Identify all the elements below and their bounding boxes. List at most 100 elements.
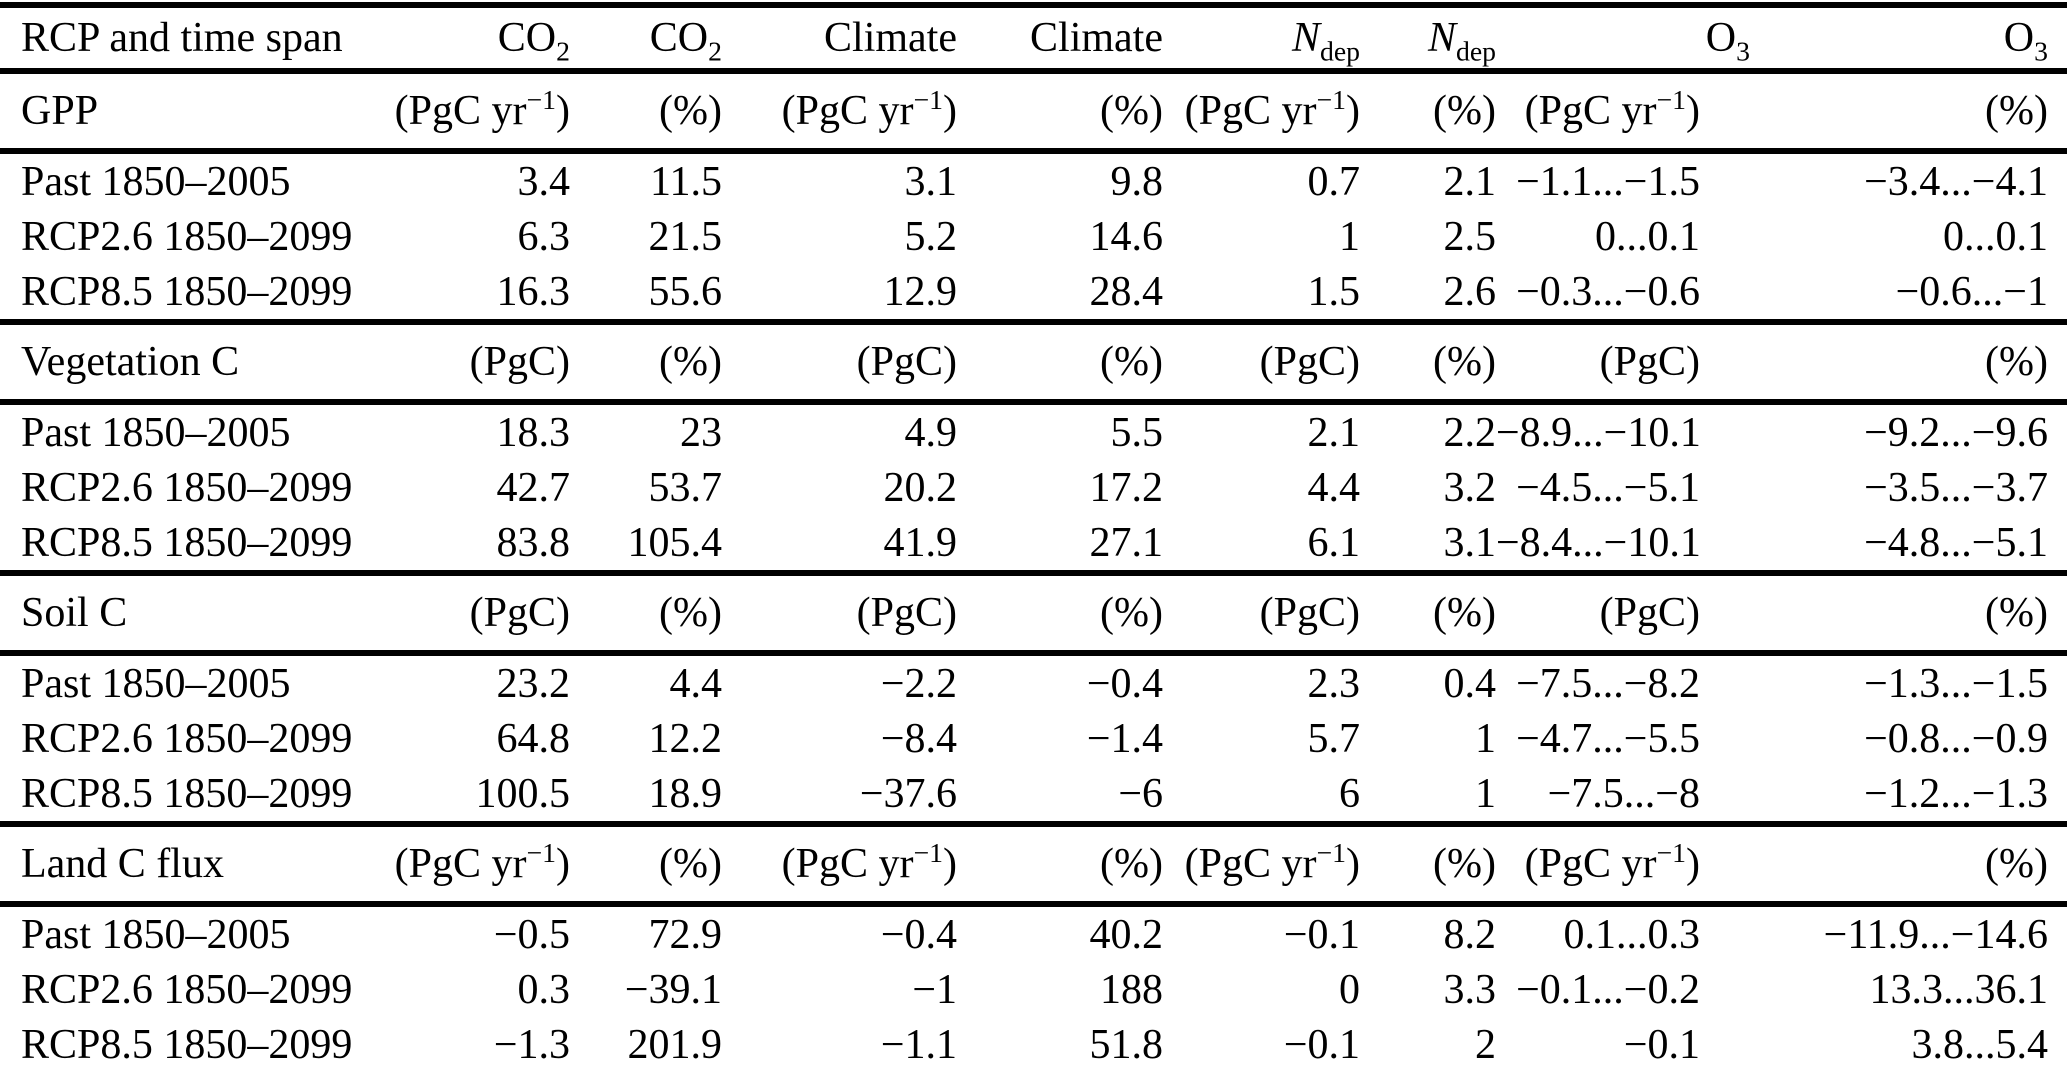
value-cell: 105.4 — [570, 515, 722, 576]
unit-cell: (PgC) — [360, 322, 570, 405]
row-label: RCP2.6 1850–2099 — [21, 464, 353, 511]
section-label: Land C flux — [0, 824, 360, 907]
value-cell: 0.7 — [1307, 158, 1361, 205]
column-header-o3-pct: O3 — [1700, 5, 2067, 74]
row-label: RCP8.5 1850–2099 — [0, 766, 360, 827]
unit-cell: (%) — [1700, 322, 2067, 405]
value-cell: 28.4 — [957, 264, 1163, 325]
row-label: Past 1850–2005 — [21, 660, 291, 707]
unit-row: GPP (PgC yr−1) (%) (PgC yr−1) (%) (PgC y… — [0, 71, 2067, 154]
row-label: Past 1850–2005 — [21, 409, 291, 456]
value-cell: −2.2 — [880, 660, 957, 707]
value-cell: −0.1 — [1163, 1017, 1360, 1071]
value-cell: 18.3 — [496, 409, 571, 456]
value-cell: 2.5 — [1443, 213, 1497, 260]
value-cell: 201.9 — [570, 1017, 722, 1071]
value-cell: 1 — [1475, 715, 1496, 762]
data-row: RCP8.5 1850–2099 16.3 55.6 12.9 28.4 1.5… — [0, 264, 2067, 325]
unit-cell: (PgC yr−1) — [722, 71, 957, 154]
data-row: Past 1850–2005 23.2 4.4 −2.2 −0.4 2.3 0.… — [0, 653, 2067, 711]
value-cell: 64.8 — [496, 715, 571, 762]
value-cell: 40.2 — [1089, 911, 1164, 958]
value-cell: 4.4 — [1307, 464, 1361, 511]
section-label: GPP — [0, 71, 360, 154]
column-header-rcp-timespan: RCP and time span — [0, 5, 360, 74]
table-header-row: RCP and time span CO2 CO2 Climate Climat… — [0, 5, 2067, 74]
column-header-climate-pct: Climate — [957, 5, 1163, 74]
unit-cell: (%) — [957, 824, 1163, 907]
value-cell: −1.4 — [1086, 715, 1163, 762]
value-cell: −3.5...−3.7 — [1864, 464, 2048, 511]
value-cell: 8.2 — [1443, 911, 1497, 958]
value-cell: −1.3 — [360, 1017, 570, 1071]
unit-cell: (%) — [570, 824, 722, 907]
table-header: RCP and time span CO2 CO2 Climate Climat… — [0, 5, 2067, 74]
value-cell: 55.6 — [570, 264, 722, 325]
value-cell: −8.4 — [880, 715, 957, 762]
data-row: Past 1850–2005 18.3 23 4.9 5.5 2.1 2.2 −… — [0, 402, 2067, 460]
value-cell: 4.4 — [669, 660, 723, 707]
column-header-co2-abs: CO2 — [360, 5, 570, 74]
value-cell: 17.2 — [1089, 464, 1164, 511]
value-cell: 2.1 — [1443, 158, 1497, 205]
section-vegetation-c: Vegetation C (PgC) (%) (PgC) (%) (PgC) (… — [0, 322, 2067, 576]
value-cell: 5.2 — [904, 213, 958, 260]
data-row: RCP2.6 1850–2099 42.7 53.7 20.2 17.2 4.4… — [0, 460, 2067, 515]
value-cell: 6 — [1163, 766, 1360, 827]
data-row: RCP8.5 1850–2099 83.8 105.4 41.9 27.1 6.… — [0, 515, 2067, 576]
row-label: RCP8.5 1850–2099 — [0, 264, 360, 325]
value-cell: 2.6 — [1360, 264, 1496, 325]
value-cell: 14.6 — [1089, 213, 1164, 260]
value-cell: 0.4 — [1443, 660, 1497, 707]
unit-cell: (PgC) — [360, 573, 570, 656]
unit-cell: (PgC) — [1163, 573, 1360, 656]
unit-cell: (PgC yr−1) — [1163, 824, 1360, 907]
value-cell: 83.8 — [360, 515, 570, 576]
value-cell: 188 — [1100, 966, 1163, 1013]
unit-cell: (%) — [1360, 71, 1496, 154]
column-header-climate-abs: Climate — [722, 5, 957, 74]
value-cell: −39.1 — [624, 966, 722, 1013]
row-label: RCP2.6 1850–2099 — [21, 966, 353, 1013]
value-cell: 2.1 — [1307, 409, 1361, 456]
unit-cell: (%) — [1700, 71, 2067, 154]
data-row: Past 1850–2005 3.4 11.5 3.1 9.8 0.7 2.1 … — [0, 151, 2067, 209]
value-cell: −1.2...−1.3 — [1700, 766, 2067, 827]
data-row: RCP8.5 1850–2099 100.5 18.9 −37.6 −6 6 1… — [0, 766, 2067, 827]
unit-cell: (%) — [1360, 322, 1496, 405]
value-cell: 0.1...0.3 — [1563, 911, 1701, 958]
value-cell: 27.1 — [957, 515, 1163, 576]
row-label: Past 1850–2005 — [21, 911, 291, 958]
data-row: Past 1850–2005 −0.5 72.9 −0.4 40.2 −0.1 … — [0, 904, 2067, 962]
unit-cell: (PgC) — [1496, 573, 1700, 656]
column-header-o3-abs: O3 — [1496, 5, 1750, 74]
value-cell: 20.2 — [883, 464, 958, 511]
unit-cell: (%) — [1360, 573, 1496, 656]
value-cell: −0.3...−0.6 — [1496, 264, 1700, 325]
unit-row: Soil C (PgC) (%) (PgC) (%) (PgC) (%) (Pg… — [0, 573, 2067, 656]
value-cell: 42.7 — [496, 464, 571, 511]
value-cell: 1 — [1339, 213, 1360, 260]
value-cell: 0...0.1 — [1943, 213, 2048, 260]
section-soil-c: Soil C (PgC) (%) (PgC) (%) (PgC) (%) (Pg… — [0, 573, 2067, 827]
value-cell: 2.3 — [1307, 660, 1361, 707]
value-cell: 0.3 — [517, 966, 571, 1013]
value-cell: 11.5 — [650, 158, 722, 205]
value-cell: 23.2 — [496, 660, 571, 707]
value-cell: 3.4 — [517, 158, 571, 205]
value-cell: −0.8...−0.9 — [1864, 715, 2048, 762]
value-cell: −8.9...−10.1 — [1496, 409, 1701, 456]
value-cell: −1.1 — [722, 1017, 957, 1071]
unit-cell: (PgC yr−1) — [1163, 71, 1360, 154]
value-cell: −0.1 — [1496, 1017, 1700, 1071]
value-cell: −7.5...−8 — [1496, 766, 1700, 827]
value-cell: −9.2...−9.6 — [1864, 409, 2048, 456]
value-cell: −4.5...−5.1 — [1516, 464, 1700, 511]
unit-cell: (PgC yr−1) — [722, 824, 957, 907]
unit-cell: (PgC) — [722, 573, 957, 656]
unit-cell: (PgC yr−1) — [1496, 71, 1700, 154]
value-cell: 41.9 — [722, 515, 957, 576]
value-cell: −8.4...−10.1 — [1496, 515, 1701, 576]
unit-cell: (%) — [1700, 824, 2067, 907]
